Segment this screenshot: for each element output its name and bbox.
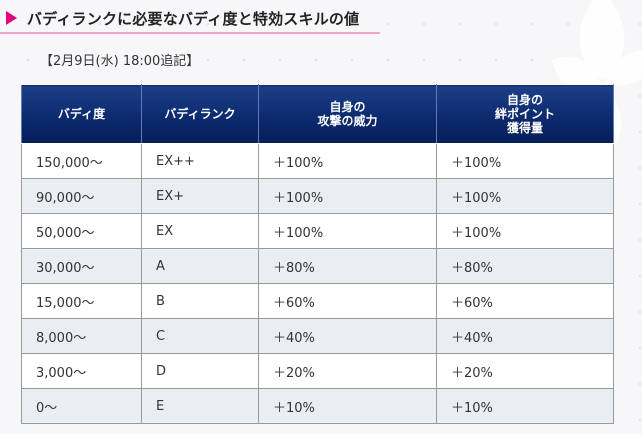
cell-buddy-level: 15,000〜 [21,283,142,319]
cell-buddy-level: 150,000〜 [21,143,142,179]
cell-buddy-rank: A [141,248,259,284]
table-row: 90,000〜 EX+ ＋100% ＋100% [21,178,614,214]
header-bond-points: 自身の 絆ポイント 獲得量 [436,84,614,144]
table-row: 50,000〜 EX ＋100% ＋100% [21,213,614,249]
cell-buddy-level: 50,000〜 [21,213,142,249]
cell-buddy-rank: D [141,353,259,389]
cell-bond-bonus: ＋20% [436,353,614,389]
cell-buddy-level: 3,000〜 [21,353,142,389]
cell-attack-bonus: ＋100% [258,143,437,179]
cell-buddy-rank: B [141,283,259,319]
cell-buddy-rank: C [141,318,259,354]
table-row: 8,000〜 C ＋40% ＋40% [21,318,614,354]
header-buddy-level: バディ度 [21,84,142,144]
triangle-bullet-icon [6,11,17,25]
table-row: 0〜 E ＋10% ＋10% [21,388,614,424]
header-attack-power: 自身の 攻撃の威力 [258,84,437,144]
table-row: 15,000〜 B ＋60% ＋60% [21,283,614,319]
cell-attack-bonus: ＋80% [258,248,437,284]
update-note: 【2月9日(水) 18:00追記】 [40,54,200,69]
table-row: 3,000〜 D ＋20% ＋20% [21,353,614,389]
cell-attack-bonus: ＋100% [258,178,437,214]
cell-buddy-level: 8,000〜 [21,318,142,354]
section-title: バディランクに必要なバディ度と特効スキルの値 [27,9,360,28]
cell-bond-bonus: ＋100% [436,213,614,249]
cell-bond-bonus: ＋80% [436,248,614,284]
cell-buddy-level: 0〜 [21,388,142,424]
cell-buddy-level: 30,000〜 [21,248,142,284]
cell-bond-bonus: ＋40% [436,318,614,354]
cell-attack-bonus: ＋60% [258,283,437,319]
cell-attack-bonus: ＋10% [258,388,437,424]
cell-attack-bonus: ＋100% [258,213,437,249]
cell-bond-bonus: ＋60% [436,283,614,319]
table-row: 30,000〜 A ＋80% ＋80% [21,248,614,284]
cell-buddy-rank: E [141,388,259,424]
table-row: 150,000〜 EX++ ＋100% ＋100% [21,143,614,179]
cell-bond-bonus: ＋100% [436,178,614,214]
cell-buddy-rank: EX++ [141,143,259,179]
section-heading: バディランクに必要なバディ度と特効スキルの値 [0,4,380,34]
cell-attack-bonus: ＋40% [258,318,437,354]
buddy-rank-table: バディ度 バディランク 自身の 攻撃の威力 自身の 絆ポイント 獲得量 150,… [21,84,614,424]
table-header-row: バディ度 バディランク 自身の 攻撃の威力 自身の 絆ポイント 獲得量 [21,84,614,144]
cell-buddy-level: 90,000〜 [21,178,142,214]
cell-attack-bonus: ＋20% [258,353,437,389]
cell-bond-bonus: ＋100% [436,143,614,179]
header-buddy-rank: バディランク [141,84,259,144]
cell-buddy-rank: EX [141,213,259,249]
cell-bond-bonus: ＋10% [436,388,614,424]
cell-buddy-rank: EX+ [141,178,259,214]
